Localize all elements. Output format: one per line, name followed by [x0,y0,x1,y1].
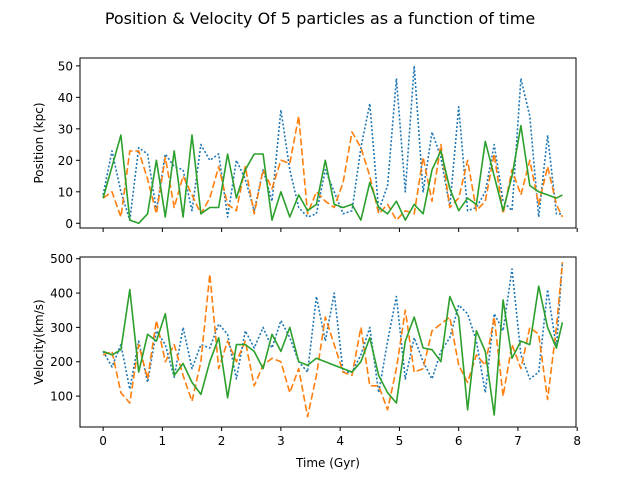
y-tick-label: 500 [50,252,73,266]
y-axis-label: Position (kpc) [32,102,46,183]
x-tick-label: 8 [573,434,581,448]
x-tick-label: 5 [396,434,404,448]
y-tick-label: 200 [50,355,73,369]
position-subplot: 0 10 20 30 40 50 Position (kpc) [32,57,578,232]
axes-frame [79,57,577,229]
y-tick-label: 40 [58,91,73,105]
x-axis-label: Time (Gyr) [295,456,360,470]
y-tick-label: 100 [50,390,73,404]
y-tick-label: 20 [58,154,73,168]
x-tick-label: 6 [455,434,463,448]
y-tick-label: 0 [65,217,73,231]
series-line-green-solid [102,285,564,416]
y-tick-label: 30 [58,122,73,136]
series-line-blue-dotted [102,65,563,221]
series-line-orange-dashed [102,262,564,418]
velocity-subplot: 100 200 300 400 500 0 1 2 3 4 5 6 7 8 Velocity(km/s) Ti… [32,252,581,470]
series-line-blue-dotted [102,262,564,394]
y-tick-label: 10 [58,185,73,199]
axes-frame [79,256,577,428]
x-tick-label: 4 [336,434,344,448]
x-tick-label: 1 [159,434,167,448]
y-tick-label: 300 [50,321,73,335]
series-line-orange-dashed [102,115,564,221]
y-tick-label: 50 [58,59,73,73]
figure-title: Position & Velocity Of 5 particles as a … [105,9,535,28]
x-tick-label: 0 [99,434,107,448]
x-tick-label: 7 [514,434,522,448]
y-tick-label: 400 [50,287,73,301]
x-tick-label: 3 [277,434,285,448]
series-line-green-solid [102,124,563,225]
y-axis-label: Velocity(km/s) [32,299,46,384]
x-tick-label: 2 [218,434,226,448]
